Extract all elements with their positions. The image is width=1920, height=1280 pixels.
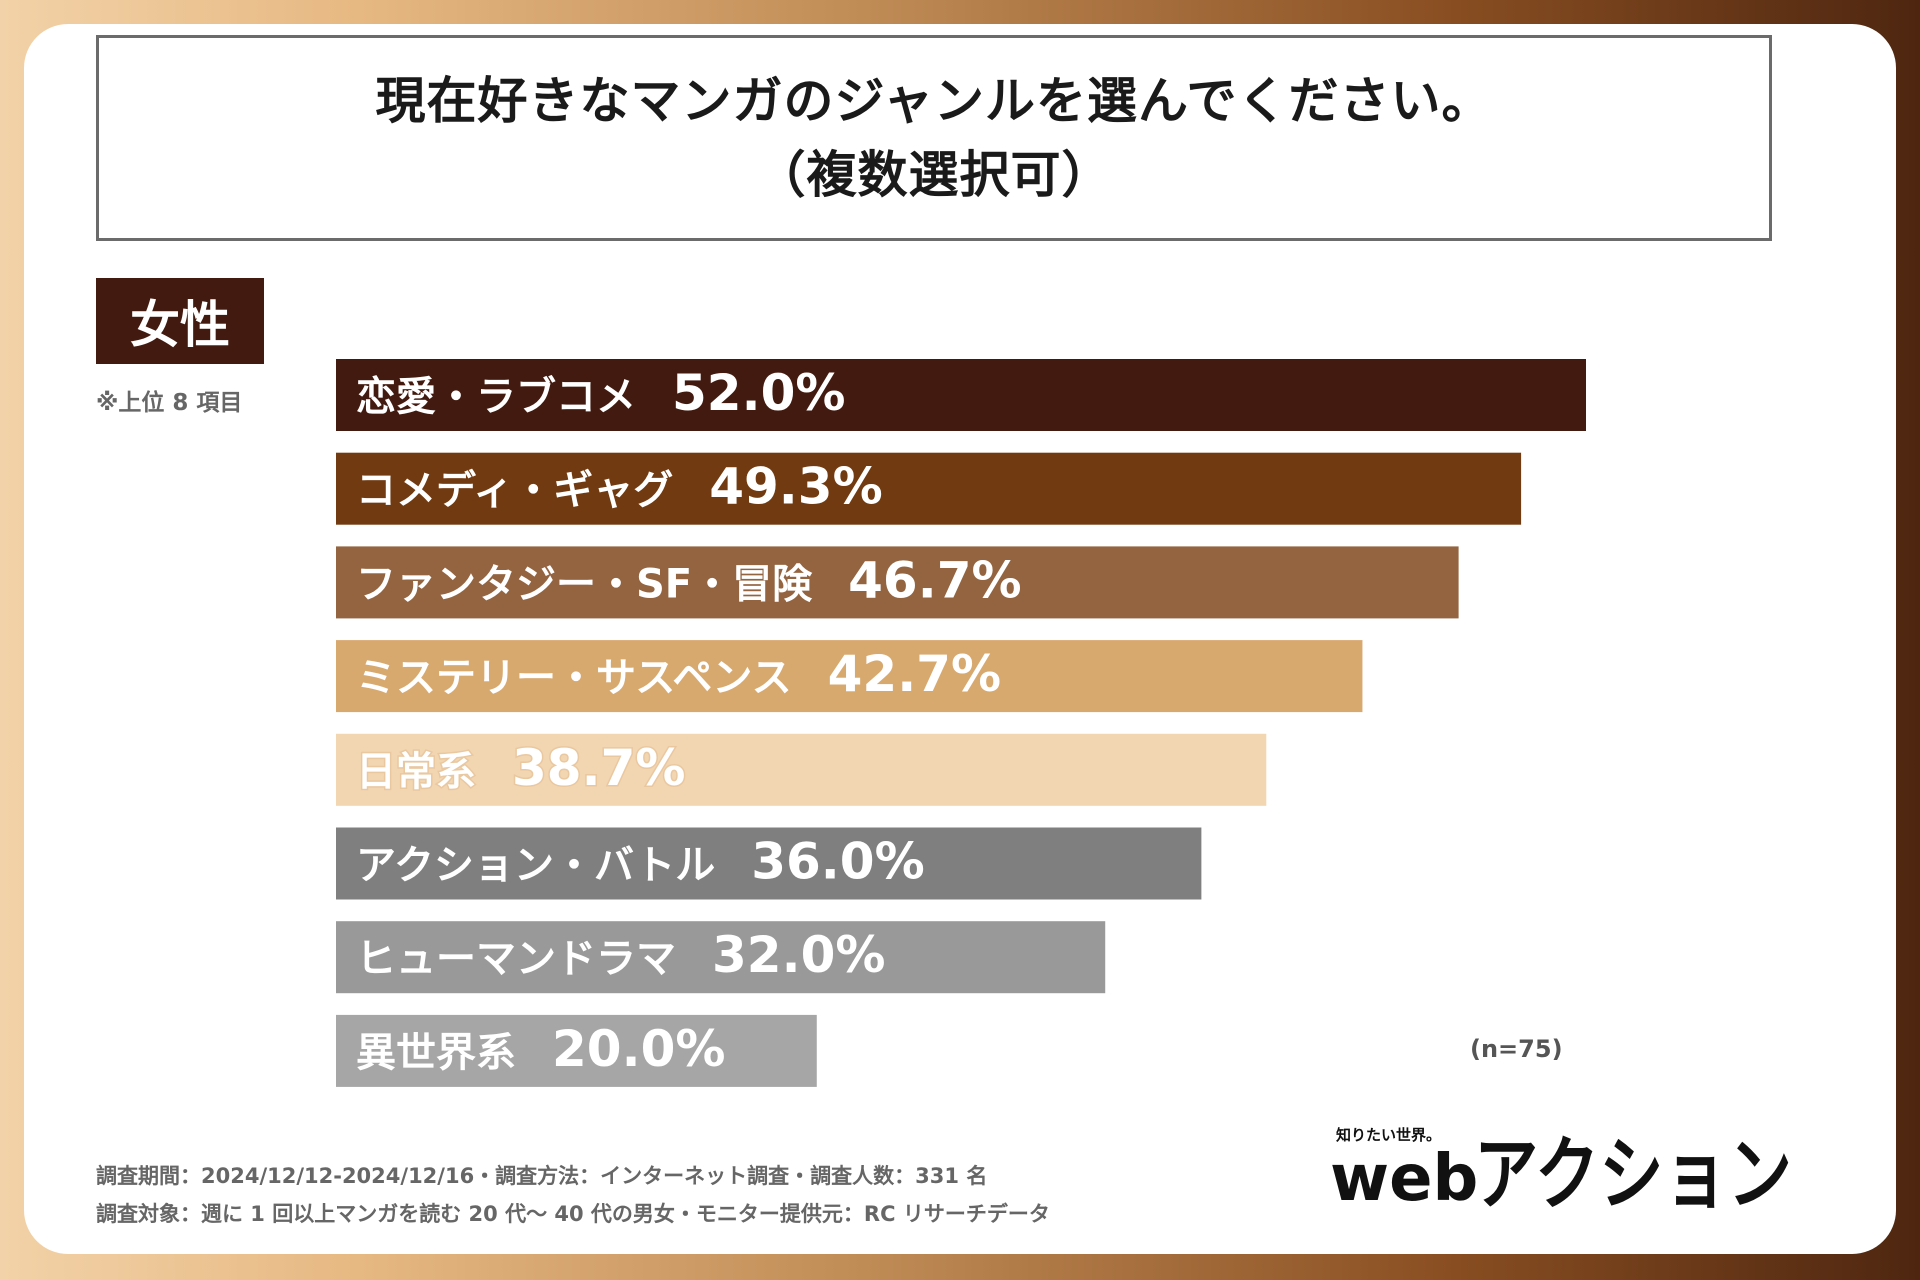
bar-group: コメディ・ギャグ 49.3% [336,452,1522,525]
bar-group: 異世界系 20.0% [336,1014,817,1087]
bar-label: ファンタジー・SF・冒険 46.7% [356,551,1022,609]
logo-action-text: アクション [1474,1128,1792,1215]
bar-value-label: 36.0% [751,833,924,891]
bar-label: ヒューマンドラマ 32.0% [356,926,885,984]
top-items-note: ※上位 8 項目 [96,390,243,416]
web-action-logo: 知りたい世界。 web アクション [1330,1126,1792,1215]
bar [336,921,1106,994]
bar-value-label: 38.7% [512,739,685,797]
bar [336,827,1202,900]
bar-category-label: ミステリー・サスペンス [356,655,792,701]
bar-value-label: 46.7% [848,551,1021,609]
bar-value-label: 42.7% [828,645,1001,703]
bar-group: ミステリー・サスペンス 42.7% [336,640,1363,713]
bar-category-label: ファンタジー・SF・冒険 [356,561,813,607]
bar-group: 日常系 38.7% [336,733,1267,806]
bar [336,359,1586,431]
logo-tagline: 知りたい世界。 [1336,1126,1441,1144]
question-title-box: 現在好きなマンガのジャンルを選んでください。 （複数選択可） [96,35,1772,241]
bar-label: 異世界系 20.0% [356,1020,725,1078]
bar-label: アクション・バトル 36.0% [356,833,925,891]
bar [336,452,1522,525]
question-title-line-2: （複数選択可） [755,146,1113,204]
question-title-line-1: 現在好きなマンガのジャンルを選んでください。 [375,72,1493,130]
bar [336,733,1267,806]
bar [336,640,1363,713]
logo-web-text: web [1330,1142,1478,1215]
bar-category-label: 恋愛・ラブコメ [356,374,636,420]
survey-period-text: 調査期間：2024/12/12-2024/12/16・調査方法：インターネット調… [96,1164,988,1188]
bar-category-label: コメディ・ギャグ [356,468,673,514]
bar [336,1014,817,1087]
survey-target-text: 調査対象：週に 1 回以上マンガを読む 20 代〜 40 代の男女・モニター提供… [96,1202,1050,1226]
bar-category-label: ヒューマンドラマ [356,936,676,982]
bar-value-label: 20.0% [552,1020,725,1078]
bar-value-label: 32.0% [712,926,885,984]
bar-group: アクション・バトル 36.0% [336,827,1202,900]
bar-label: コメディ・ギャグ 49.3% [356,458,883,516]
bar-category-label: 異世界系 [356,1030,516,1076]
segment-badge: 女性 [96,278,264,364]
bar-group: 恋愛・ラブコメ 52.0% [336,359,1586,431]
bar-value-label: 52.0% [672,364,845,422]
bar-category-label: 日常系 [356,749,476,795]
bar-label: 恋愛・ラブコメ 52.0% [356,364,845,422]
sample-size-label: (n=75) [1470,1035,1563,1063]
bar [336,546,1459,619]
bar-value-label: 49.3% [709,458,882,516]
bar-group: ファンタジー・SF・冒険 46.7% [336,546,1459,619]
bar-category-label: アクション・バトル [356,843,715,889]
bar-label: ミステリー・サスペンス 42.7% [356,645,1001,703]
bar-group: ヒューマンドラマ 32.0% [336,921,1106,994]
bar-label: 日常系 38.7% [356,739,685,797]
